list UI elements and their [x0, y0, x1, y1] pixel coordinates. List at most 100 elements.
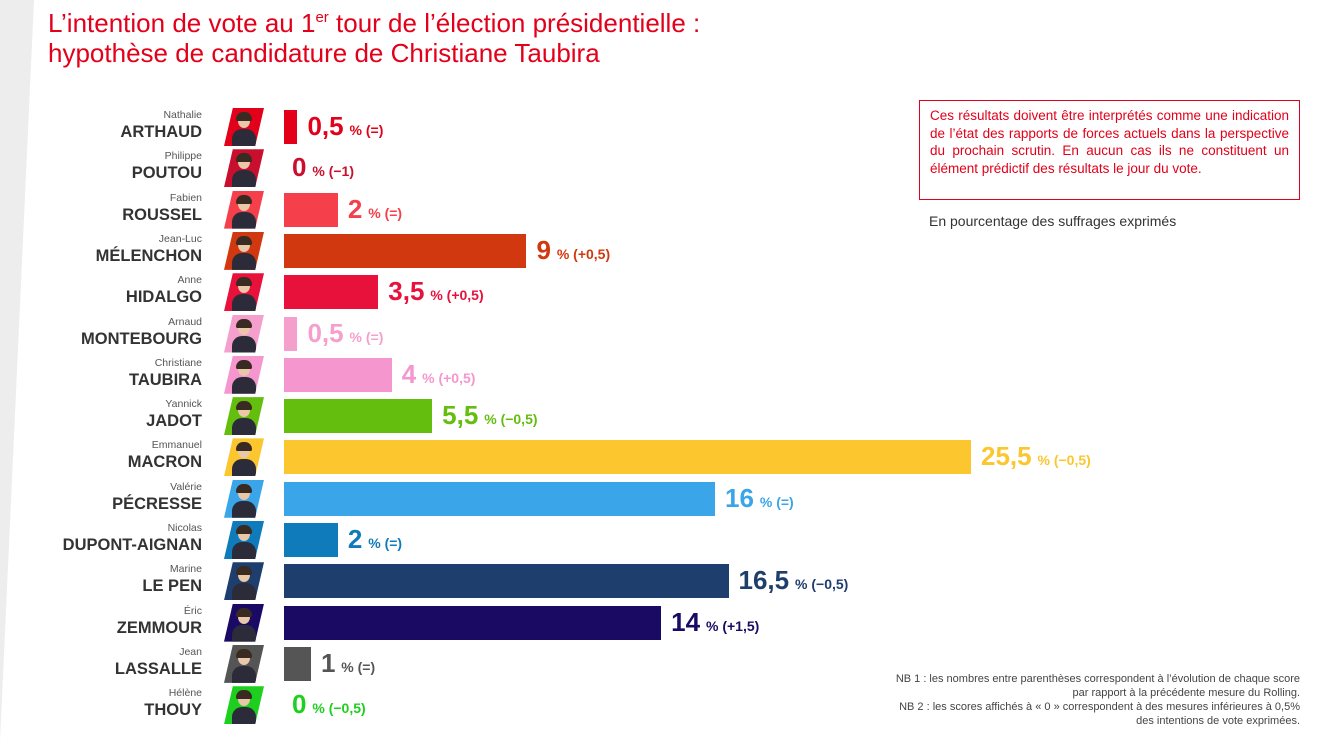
- candidate-photo: [224, 190, 264, 229]
- candidate-first-name: Jean-Luc: [158, 232, 202, 245]
- candidate-name: Philippe POUTOU: [12, 148, 202, 183]
- disclaimer-box: Ces résultats doivent être interprétés c…: [919, 100, 1300, 200]
- candidate-first-name: Valérie: [170, 480, 202, 493]
- value-number: 16,5: [738, 565, 790, 596]
- value-unit: %: [345, 122, 366, 138]
- candidate-row: Emmanuel MACRON 25,5 % (−0,5): [0, 437, 1342, 477]
- value-number: 0,5: [307, 317, 344, 348]
- candidate-photo: [224, 273, 264, 312]
- portrait-body: [232, 129, 256, 146]
- portrait-body: [232, 542, 256, 559]
- candidate-name: Valérie PÉCRESSE: [12, 479, 202, 514]
- portrait-body: [232, 376, 256, 394]
- bar: [284, 481, 716, 516]
- value-change: (=): [365, 122, 384, 138]
- candidate-photo: [224, 438, 264, 477]
- value-number: 9: [536, 234, 551, 265]
- portrait-body: [232, 707, 256, 725]
- candidate-name: Jean-Luc MÉLENCHON: [12, 231, 202, 266]
- value-number: 5,5: [442, 400, 479, 431]
- value-unit: %: [426, 287, 447, 304]
- candidate-last-name: DUPONT-AIGNAN: [62, 536, 202, 554]
- value-change: (−0,5): [1053, 452, 1091, 469]
- candidate-first-name: Arnaud: [168, 315, 202, 328]
- title-line1-start: L’intention de vote au 1: [48, 8, 316, 38]
- portrait-hair: [236, 235, 252, 245]
- portrait-body: [232, 211, 256, 229]
- value-number: 0,5: [307, 111, 344, 141]
- candidate-last-name: JADOT: [146, 412, 202, 431]
- candidate-name: Anne HIDALGO: [12, 272, 202, 307]
- footnotes: NB 1 : les nombres entre parenthèses cor…: [880, 672, 1300, 728]
- portrait-hair: [236, 690, 252, 700]
- value-label: 0,5 % (=): [307, 109, 383, 143]
- portrait-body: [232, 500, 256, 518]
- candidate-first-name: Anne: [177, 274, 202, 287]
- candidate-first-name: Christiane: [154, 356, 202, 369]
- bar: [284, 275, 379, 310]
- portrait-hair: [236, 318, 252, 328]
- value-change: (=): [776, 493, 794, 510]
- bar: [284, 440, 971, 475]
- candidate-photo: [224, 603, 264, 642]
- value-change: (=): [384, 204, 403, 221]
- candidate-photo: [224, 479, 264, 518]
- portrait-body: [232, 665, 256, 683]
- value-label: 0,5 % (=): [307, 316, 383, 350]
- candidate-name: Nicolas DUPONT-AIGNAN: [12, 520, 202, 555]
- candidate-last-name: MONTEBOURG: [81, 329, 202, 348]
- value-label: 4 % (+0,5): [402, 357, 476, 391]
- value-change: (+0,5): [438, 369, 476, 386]
- value-unit: %: [480, 411, 501, 428]
- value-change: (−0,5): [811, 576, 849, 593]
- candidate-photo: [224, 149, 264, 188]
- value-change: (−0,5): [500, 411, 538, 428]
- candidate-photo: [224, 231, 264, 270]
- value-unit: %: [702, 617, 723, 634]
- value-label: 14 % (+1,5): [671, 605, 759, 639]
- candidate-last-name: MACRON: [127, 453, 202, 472]
- portrait-hair: [236, 566, 252, 576]
- value-change: (+0,5): [573, 245, 611, 262]
- value-label: 0 % (−1): [292, 150, 354, 184]
- candidate-photo: [224, 314, 264, 353]
- candidate-row: Jean-Luc MÉLENCHON 9 % (+0,5): [0, 231, 1342, 271]
- candidate-row: Arnaud MONTEBOURG 0,5 % (=): [0, 314, 1342, 354]
- candidate-first-name: Jean: [179, 645, 202, 658]
- value-number: 2: [347, 524, 363, 554]
- portrait-hair: [236, 525, 252, 534]
- candidate-row: Éric ZEMMOUR 14 % (+1,5): [0, 603, 1342, 643]
- value-number: 2: [347, 193, 363, 224]
- candidate-row: Christiane TAUBIRA 4 % (+0,5): [0, 355, 1342, 395]
- value-number: 16: [725, 482, 754, 513]
- candidate-first-name: Nicolas: [167, 522, 202, 534]
- title-line1-end: tour de l’élection présidentielle :: [328, 8, 701, 38]
- bar: [284, 399, 433, 434]
- candidate-last-name: LE PEN: [142, 577, 202, 596]
- candidate-first-name: Philippe: [164, 150, 202, 163]
- candidate-last-name: THOUY: [144, 701, 202, 720]
- candidate-name: Marine LE PEN: [12, 561, 202, 596]
- portrait-hair: [236, 277, 252, 287]
- value-label: 16 % (=): [725, 481, 794, 515]
- portrait-hair: [236, 194, 252, 204]
- candidate-last-name: ZEMMOUR: [116, 618, 202, 637]
- value-label: 25,5 % (−0,5): [981, 439, 1091, 473]
- candidate-photo: [224, 644, 264, 683]
- candidate-photo: [224, 562, 264, 601]
- candidate-first-name: Nathalie: [163, 109, 202, 121]
- bar: [284, 316, 298, 351]
- portrait-body: [232, 459, 256, 477]
- value-number: 0: [292, 689, 307, 720]
- candidate-name: Yannick JADOT: [12, 396, 202, 431]
- bar: [284, 646, 311, 681]
- value-number: 14: [671, 606, 701, 637]
- footnote-1: NB 1 : les nombres entre parenthèses cor…: [895, 673, 1300, 699]
- portrait-hair: [236, 483, 252, 493]
- value-number: 0: [292, 152, 307, 183]
- bar: [284, 192, 338, 227]
- candidate-row: Yannick JADOT 5,5 % (−0,5): [0, 396, 1342, 436]
- value-change: (+1,5): [722, 617, 760, 634]
- value-label: 0 % (−0,5): [292, 687, 366, 721]
- candidate-row: Philippe POUTOU 0 % (−1): [0, 148, 1342, 188]
